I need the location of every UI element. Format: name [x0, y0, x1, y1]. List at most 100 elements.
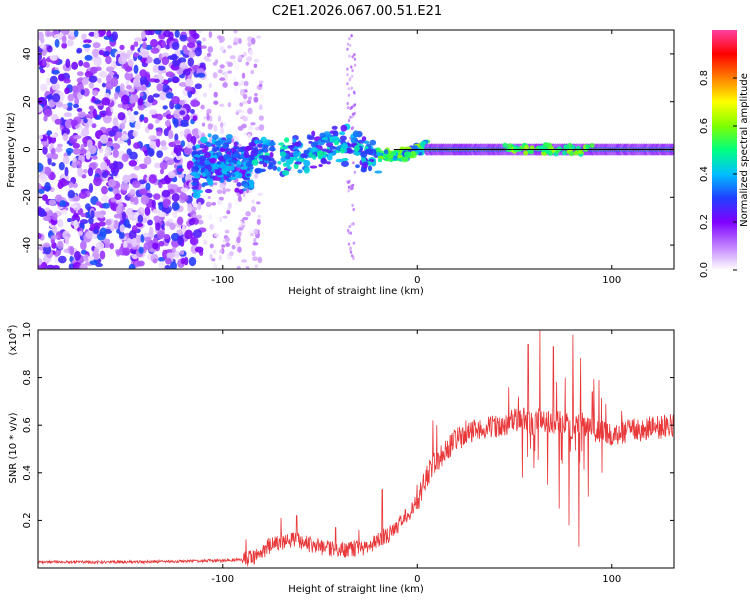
spectrogram-cell — [234, 63, 240, 70]
spectrogram-cell — [92, 89, 99, 96]
spectrogram-cell — [287, 145, 295, 149]
spectrogram-cell — [145, 182, 151, 191]
spectrogram-cell — [252, 256, 258, 262]
spectrogram-cell — [233, 145, 240, 150]
spectrogram-cell — [213, 100, 219, 105]
spectrogram-cell — [128, 94, 136, 104]
spectrogram-cell — [38, 97, 43, 105]
spectrogram-cell — [203, 239, 208, 246]
spectrogram-cell — [562, 150, 567, 156]
snr-series-line — [38, 330, 674, 567]
spectrogram-cell — [242, 100, 248, 105]
spectrogram-cell — [269, 151, 274, 158]
spectrogram-cell — [119, 224, 126, 233]
spectrogram-cell — [147, 219, 153, 226]
spectrogram-cells — [38, 30, 674, 269]
spectrogram-cell — [133, 142, 141, 149]
spectrogram-cell — [263, 144, 269, 149]
spectrogram-cell — [103, 50, 111, 57]
spectrogram-cell — [86, 139, 93, 149]
spectrogram-cell — [82, 168, 88, 174]
spectrogram-cell — [51, 82, 60, 91]
spectrogram-cell — [186, 42, 196, 49]
spectrogram-cell — [38, 52, 43, 61]
spectrogram-cell — [157, 65, 166, 71]
spectrogram-cell — [52, 212, 58, 221]
spectrogram-cell — [201, 148, 208, 154]
spectrogram-cell — [148, 109, 158, 115]
spectrogram-cell — [195, 134, 200, 139]
spectrogram-cell — [158, 261, 166, 269]
spectrogram-cell — [64, 119, 73, 129]
spectrogram-cell — [166, 252, 176, 259]
spectrogram-cell — [353, 170, 356, 174]
spectrogram-cell — [258, 94, 265, 100]
spectrogram-cell — [58, 73, 66, 81]
spectrogram-cell — [250, 122, 256, 126]
spectrogram-cell — [341, 142, 348, 150]
spectrogram-cell — [239, 220, 243, 225]
spectrogram-cell — [377, 158, 383, 163]
spectrogram-cell — [329, 145, 337, 150]
spectrogram-cell — [134, 37, 143, 42]
spectrogram-cell — [207, 195, 211, 200]
snr-y-label: SNR (10 * v/v) — [8, 412, 19, 483]
spectrogram-cell — [38, 104, 43, 113]
spectrogram-cell — [158, 240, 165, 247]
spectrogram-cell — [197, 30, 203, 34]
spectrogram-cell — [148, 135, 158, 141]
spectrogram-cell — [62, 103, 68, 110]
spectrogram-cell — [227, 202, 232, 209]
spectrogram-cell — [52, 93, 61, 103]
spectrogram-cell — [62, 133, 69, 142]
spectrogram-cell — [190, 171, 199, 177]
spectrogram-cell — [105, 66, 115, 73]
spectrogram-cell — [254, 264, 258, 268]
spectrogram-cell — [153, 78, 160, 83]
spectrogram-cell — [297, 169, 303, 174]
spectrogram-cell — [242, 216, 249, 221]
spectrogram-cell — [181, 224, 186, 233]
spectrogram-cell — [44, 181, 51, 192]
spectrogram-cell — [152, 64, 159, 73]
spectrogram-cell — [43, 242, 51, 248]
spectrogram-cell — [353, 57, 357, 61]
spectrogram-cell — [545, 148, 550, 154]
spectrogram-cell — [311, 130, 316, 137]
spectrogram-cell — [254, 139, 259, 145]
spectrogram-cell — [346, 82, 349, 86]
spectrogram-cell — [207, 133, 212, 138]
spectrogram-cell — [294, 141, 302, 147]
spectrogram-cell — [246, 99, 252, 105]
spectrogram-cell — [349, 248, 352, 252]
spectrogram-cell — [258, 104, 263, 111]
spectrogram-cell — [268, 141, 276, 147]
spectrogram-cell — [73, 135, 82, 140]
spectrogram-cell — [367, 165, 373, 172]
spectrogram-cell — [177, 216, 184, 226]
spectrogram-cell — [93, 30, 99, 39]
spectrogram-cell — [355, 164, 360, 169]
spectrogram-cell — [523, 150, 529, 156]
spectrogram-cell — [222, 215, 228, 219]
spectrogram-cell — [240, 80, 245, 86]
spectrogram-cell — [67, 150, 72, 156]
spectrogram-cell — [79, 263, 88, 269]
spectrogram-cell — [52, 265, 60, 269]
spectrogram-cell — [219, 38, 223, 43]
spectrogram-cell — [325, 149, 333, 154]
spectrogram-cell — [161, 189, 171, 198]
spectrogram-cell — [253, 228, 259, 235]
spectrogram-cell — [277, 160, 282, 165]
spectrogram-cell — [187, 57, 195, 67]
spectrogram-cell — [88, 75, 98, 83]
spectrogram-cell — [352, 241, 356, 245]
spectrogram-cell — [88, 183, 94, 193]
spectrogram-cell — [189, 30, 194, 36]
spectrogram-cell — [87, 167, 94, 177]
spectrogram-cell — [229, 55, 236, 60]
spectrogram-cell — [163, 128, 170, 137]
spectrogram-cell — [62, 34, 67, 44]
spectrogram-cell — [134, 120, 141, 130]
spectrogram-cell — [353, 63, 357, 67]
